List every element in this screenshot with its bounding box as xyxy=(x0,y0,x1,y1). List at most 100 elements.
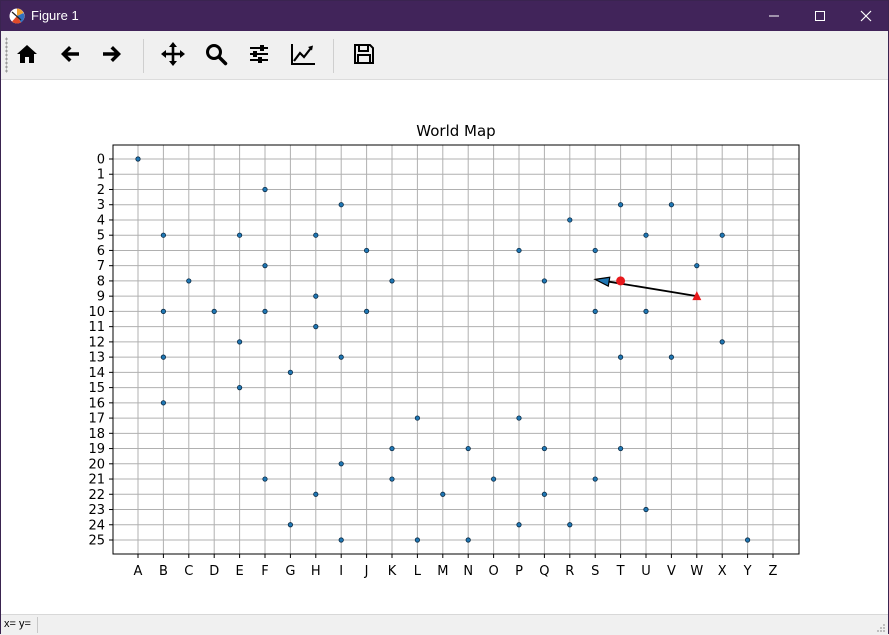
y-tick-label: 9 xyxy=(97,290,105,305)
home-icon xyxy=(17,45,37,63)
x-tick-label: J xyxy=(364,564,369,579)
y-tick-label: 21 xyxy=(88,473,105,488)
data-point xyxy=(211,308,217,314)
data-point xyxy=(237,339,243,345)
back-button[interactable] xyxy=(53,37,87,71)
y-tick-label: 2 xyxy=(97,183,105,198)
data-point xyxy=(465,537,471,543)
data-point xyxy=(643,232,649,238)
data-point xyxy=(287,522,293,528)
y-tick-label: 14 xyxy=(88,366,105,381)
y-tick-label: 0 xyxy=(97,153,105,168)
edit-axis-button[interactable] xyxy=(286,37,320,71)
x-tick-label: Y xyxy=(743,564,752,579)
toolbar-separator xyxy=(143,39,144,73)
data-point xyxy=(313,293,319,299)
minimize-button[interactable] xyxy=(751,1,797,31)
resize-grip-icon[interactable] xyxy=(876,623,886,633)
x-tick-label: O xyxy=(488,564,498,579)
forward-button[interactable] xyxy=(95,37,129,71)
pan-button[interactable] xyxy=(156,37,190,71)
x-tick-label: N xyxy=(463,564,473,579)
data-point xyxy=(338,461,344,467)
x-tick-label: Z xyxy=(769,564,778,579)
maximize-button[interactable] xyxy=(797,1,843,31)
data-point xyxy=(338,354,344,360)
data-point xyxy=(643,506,649,513)
save-icon xyxy=(354,44,374,64)
world-map-chart[interactable]: World Map A B C D E F G H I J K L M N O P Q R S T U V W X Y Z0123… xyxy=(1,80,888,614)
data-point xyxy=(237,384,243,391)
data-point xyxy=(719,232,725,238)
x-tick-label: X xyxy=(718,564,727,579)
data-point xyxy=(414,537,420,543)
cursor-coordinates: x= y= xyxy=(4,618,31,630)
pan-icon xyxy=(161,42,185,66)
y-tick-label: 12 xyxy=(88,335,105,350)
data-point xyxy=(389,278,395,284)
y-tick-label: 16 xyxy=(88,396,105,411)
x-tick-label: R xyxy=(565,564,574,579)
forward-icon xyxy=(103,46,121,62)
data-point xyxy=(567,217,573,223)
data-point xyxy=(389,476,395,482)
data-point xyxy=(338,537,344,543)
y-tick-label: 17 xyxy=(88,412,105,427)
y-tick-label: 23 xyxy=(88,503,105,518)
title-bar[interactable]: Figure 1 xyxy=(1,1,888,31)
data-point xyxy=(363,308,370,314)
toolbar-grip[interactable] xyxy=(5,37,8,73)
y-tick-label: 19 xyxy=(88,442,105,457)
data-point xyxy=(262,476,268,482)
data-point xyxy=(414,415,420,421)
y-tick-label: 22 xyxy=(88,488,105,503)
x-tick-label: W xyxy=(690,564,703,579)
configure-subplots-icon xyxy=(250,45,268,63)
zoom-icon xyxy=(206,44,228,66)
data-point xyxy=(617,202,624,208)
y-tick-label: 5 xyxy=(97,229,105,244)
y-tick-label: 6 xyxy=(97,244,105,259)
home-button[interactable] xyxy=(10,37,44,71)
close-icon xyxy=(860,10,872,22)
data-point xyxy=(592,247,598,254)
configure-subplots-button[interactable] xyxy=(242,37,276,71)
data-point xyxy=(643,308,649,314)
data-point xyxy=(262,186,268,193)
back-icon xyxy=(61,46,79,62)
data-point xyxy=(160,400,166,406)
data-point xyxy=(567,522,573,528)
data-point xyxy=(262,263,268,269)
data-point xyxy=(744,537,751,543)
save-button[interactable] xyxy=(347,37,381,71)
data-point xyxy=(389,445,395,452)
data-point xyxy=(135,156,141,162)
data-point xyxy=(516,247,522,254)
zoom-button[interactable] xyxy=(199,37,233,71)
y-tick-label: 25 xyxy=(88,534,105,549)
window-title: Figure 1 xyxy=(31,8,79,23)
x-tick-label: C xyxy=(184,564,193,579)
y-tick-label: 20 xyxy=(88,457,105,472)
axes-frame xyxy=(112,144,800,555)
data-point xyxy=(287,369,293,375)
data-point xyxy=(338,202,344,208)
data-point xyxy=(668,354,675,360)
close-button[interactable] xyxy=(843,1,889,31)
y-tick-label: 4 xyxy=(97,213,105,228)
x-tick-label: Q xyxy=(539,564,549,579)
x-tick-label: H xyxy=(311,564,321,579)
x-tick-label: P xyxy=(515,564,523,579)
chart-title: World Map xyxy=(416,122,495,140)
x-tick-label: T xyxy=(616,564,625,579)
x-tick-label: G xyxy=(285,564,295,579)
data-point xyxy=(313,491,319,497)
x-tick-label: I xyxy=(339,564,343,579)
data-point xyxy=(516,415,522,421)
direction-arrow-head xyxy=(593,276,611,288)
x-tick-label: B xyxy=(159,564,168,579)
x-tick-label: A xyxy=(134,564,143,579)
app-icon xyxy=(9,8,25,24)
data-point xyxy=(160,308,166,314)
